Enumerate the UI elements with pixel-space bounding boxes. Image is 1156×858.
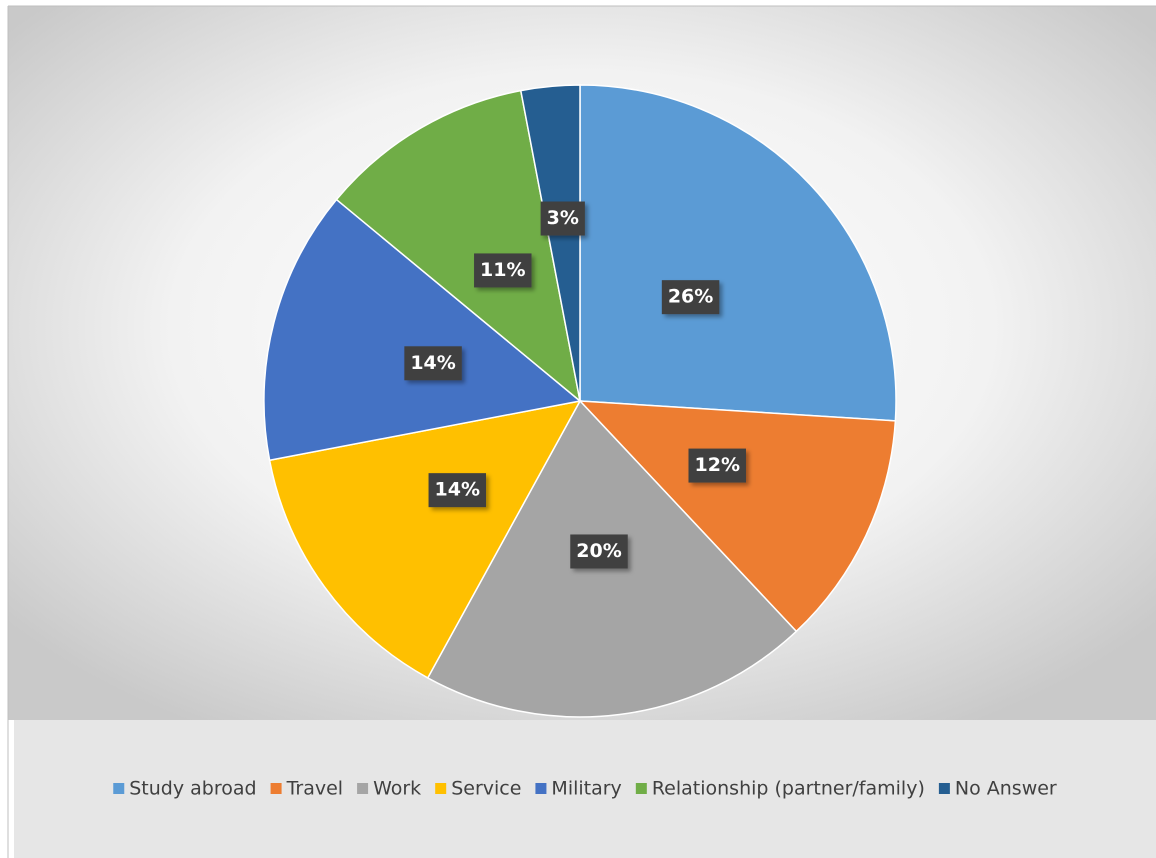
legend-label: Relationship (partner/family) xyxy=(652,778,925,800)
legend-label: Military xyxy=(551,778,621,800)
legend-swatch xyxy=(635,783,647,794)
legend-label: Service xyxy=(451,778,521,800)
slice xyxy=(268,399,582,679)
legend-label: Study abroad xyxy=(129,778,256,800)
data-label-box xyxy=(540,201,585,236)
legend-swatch xyxy=(938,783,950,794)
slice xyxy=(335,89,582,403)
data-label-box xyxy=(661,280,720,315)
legend-label: Travel xyxy=(286,778,343,800)
data-label: 14% xyxy=(435,479,480,501)
data-label: 12% xyxy=(695,454,740,476)
data-label-box xyxy=(474,253,532,288)
data-label: 11% xyxy=(480,259,525,281)
slices xyxy=(263,84,897,718)
data-label: 20% xyxy=(576,540,621,562)
data-label: 26% xyxy=(668,286,713,308)
data-label: 14% xyxy=(410,352,455,374)
legend-swatch xyxy=(535,783,547,794)
data-label-box xyxy=(428,473,487,508)
legend: Study abroad Travel Work Service Military Rel… xyxy=(113,778,1057,800)
legend-swatch xyxy=(113,783,125,794)
data-label-box xyxy=(688,448,746,483)
legend-label: No Answer xyxy=(955,778,1057,800)
data-label-box xyxy=(570,534,628,569)
slice xyxy=(578,400,897,633)
legend-swatch xyxy=(435,783,447,794)
slice xyxy=(263,198,582,462)
legend-swatch xyxy=(270,783,282,794)
data-label-box xyxy=(404,346,462,381)
legend-swatch xyxy=(357,783,369,794)
legend-background xyxy=(14,720,1156,858)
legend-label: Work xyxy=(373,778,421,800)
slice xyxy=(579,84,897,422)
data-labels: 26% 12% 20% 14% 14% 11% 3% xyxy=(404,201,746,569)
data-label: 3% xyxy=(547,207,579,229)
slice xyxy=(519,84,581,402)
